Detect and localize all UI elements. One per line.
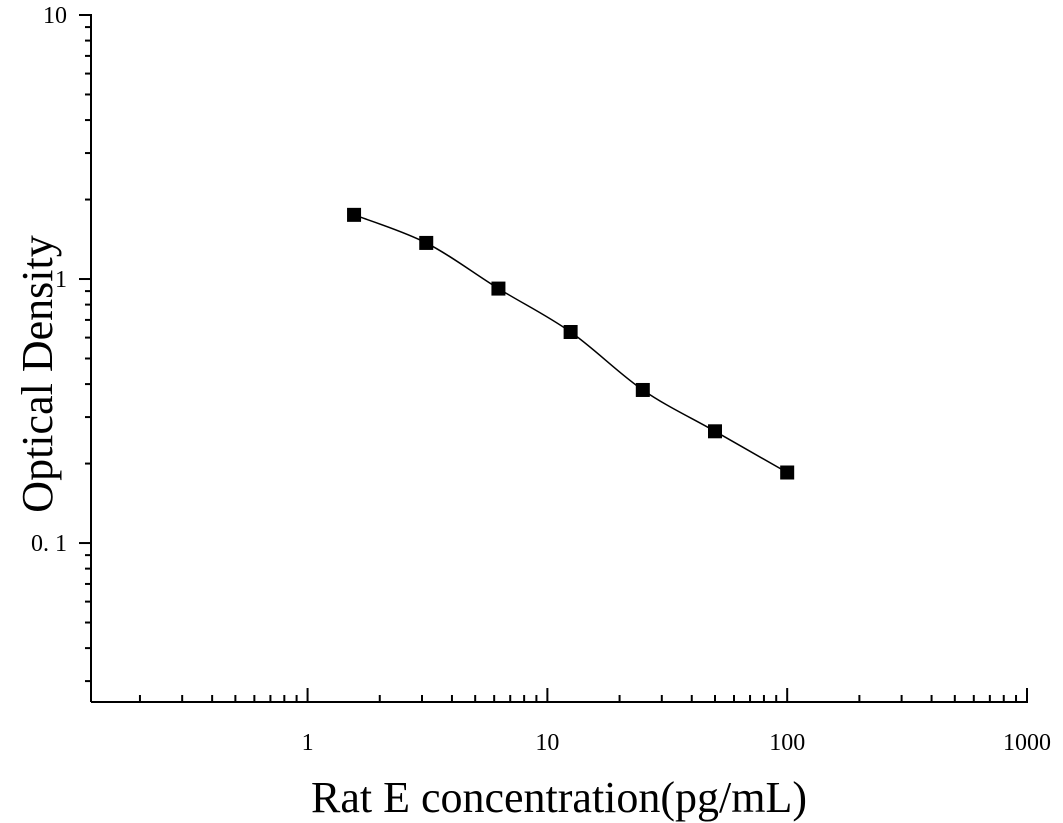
y-tick-label: 0. 1: [31, 531, 67, 557]
x-axis-ticks: [138, 688, 1028, 702]
x-tick-label: 1: [302, 730, 314, 756]
y-axis-tick-labels: 0. 1 1 10: [31, 3, 67, 557]
y-tick-label: 10: [43, 3, 67, 29]
x-axis-tick-labels: 1 10 100 1000: [302, 730, 1051, 756]
data-point-marker: [635, 382, 650, 397]
data-point-marker: [708, 424, 722, 439]
data-point-marker: [563, 325, 578, 339]
x-tick-label: 1000: [1003, 730, 1051, 756]
x-axis-title: Rat E concentration(pg/mL): [311, 773, 807, 822]
data-markers: [347, 207, 795, 480]
fit-curve: [353, 214, 788, 474]
y-axis-ticks: [79, 14, 91, 683]
data-point-marker: [419, 235, 434, 250]
axes: [90, 14, 1028, 703]
data-point-marker: [491, 281, 506, 296]
data-point-marker: [780, 465, 795, 480]
y-axis-title: Optical Density: [13, 235, 62, 512]
y-tick-label: 1: [55, 267, 67, 293]
x-tick-label: 100: [769, 730, 805, 756]
x-tick-label: 10: [535, 730, 559, 756]
data-point-marker: [347, 207, 362, 222]
